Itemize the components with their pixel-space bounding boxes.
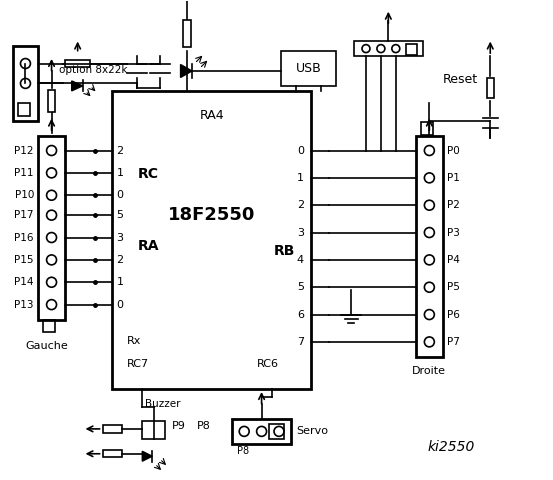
Bar <box>281 51 336 86</box>
Bar <box>102 425 122 432</box>
Bar <box>269 424 284 439</box>
Bar <box>416 136 443 357</box>
Text: 2: 2 <box>117 255 123 265</box>
Text: Reset: Reset <box>443 73 478 86</box>
Bar <box>18 103 30 116</box>
Text: P5: P5 <box>447 282 460 292</box>
Text: RA: RA <box>137 239 159 253</box>
Text: P16: P16 <box>14 232 34 242</box>
Text: Droite: Droite <box>413 366 446 376</box>
Text: 1: 1 <box>117 277 123 287</box>
Text: Servo: Servo <box>296 426 328 436</box>
Text: RC: RC <box>137 167 158 181</box>
Text: Rx: Rx <box>127 336 142 347</box>
Text: P15: P15 <box>14 255 34 265</box>
Text: Buzzer: Buzzer <box>145 398 180 408</box>
Bar <box>65 60 90 67</box>
Text: 6: 6 <box>297 310 304 320</box>
Text: 0: 0 <box>117 300 123 310</box>
Bar <box>43 320 55 332</box>
Text: RB: RB <box>274 244 295 258</box>
Bar <box>48 90 55 112</box>
Text: P10: P10 <box>14 190 34 200</box>
Text: P0: P0 <box>447 145 460 156</box>
Text: P2: P2 <box>447 200 460 210</box>
Text: option 8x22k: option 8x22k <box>59 65 128 75</box>
Text: RA4: RA4 <box>200 109 224 122</box>
Text: P1: P1 <box>447 173 460 183</box>
Text: 0: 0 <box>117 190 123 200</box>
Text: 5: 5 <box>297 282 304 292</box>
Text: P7: P7 <box>447 337 460 347</box>
Text: P6: P6 <box>447 310 460 320</box>
Text: USB: USB <box>296 62 322 75</box>
Text: 4: 4 <box>297 255 304 265</box>
Text: P4: P4 <box>447 255 460 265</box>
Polygon shape <box>72 81 82 91</box>
Text: P13: P13 <box>14 300 34 310</box>
Text: Gauche: Gauche <box>25 341 68 351</box>
Text: P17: P17 <box>14 210 34 220</box>
Text: 2: 2 <box>117 145 123 156</box>
Text: 3: 3 <box>297 228 304 238</box>
Text: RC7: RC7 <box>127 359 149 369</box>
Bar <box>13 46 38 120</box>
Text: P9: P9 <box>172 421 186 431</box>
Text: 5: 5 <box>117 210 123 220</box>
Text: P8: P8 <box>237 446 249 456</box>
Bar <box>353 41 423 56</box>
Text: P11: P11 <box>14 168 34 178</box>
Text: 18F2550: 18F2550 <box>168 206 255 224</box>
Text: P8: P8 <box>197 421 211 431</box>
Bar <box>406 44 416 55</box>
Text: ki2550: ki2550 <box>428 440 476 454</box>
Bar <box>183 20 191 48</box>
Text: 0: 0 <box>297 145 304 156</box>
Text: 1: 1 <box>297 173 304 183</box>
Text: 2: 2 <box>297 200 304 210</box>
Text: RC6: RC6 <box>257 359 279 369</box>
Bar <box>232 419 291 444</box>
Bar <box>487 78 494 98</box>
Bar <box>38 136 65 320</box>
Bar <box>112 91 311 389</box>
Text: P14: P14 <box>14 277 34 287</box>
Bar <box>142 421 165 439</box>
Bar <box>102 450 122 457</box>
Bar <box>421 122 433 134</box>
Polygon shape <box>142 451 152 461</box>
Polygon shape <box>181 64 192 77</box>
Text: 3: 3 <box>117 232 123 242</box>
Text: 1: 1 <box>117 168 123 178</box>
Text: P3: P3 <box>447 228 460 238</box>
Text: 7: 7 <box>297 337 304 347</box>
Text: P12: P12 <box>14 145 34 156</box>
